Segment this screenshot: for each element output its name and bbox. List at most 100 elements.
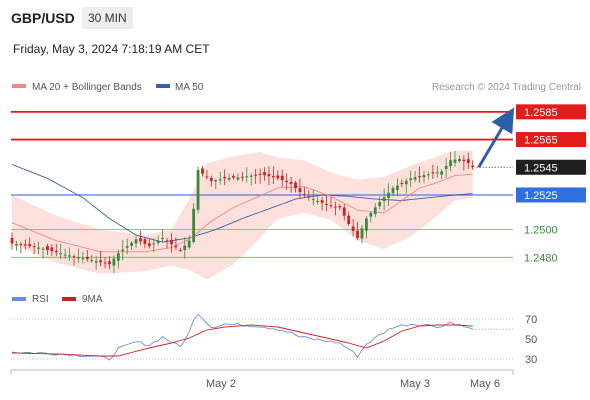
level-label-2585: 1.2585 <box>524 107 558 119</box>
level-label-2500: 1.2500 <box>524 225 558 237</box>
candle-body <box>400 183 404 185</box>
legend-rsi-label: RSI <box>32 294 49 305</box>
candle <box>143 237 147 249</box>
rsi-panel: 70 50 30 <box>11 313 537 366</box>
candle-body <box>263 172 266 176</box>
candle <box>267 166 271 186</box>
candle <box>311 189 315 206</box>
candle <box>236 173 240 182</box>
symbol-title: GBP/USD <box>11 10 75 26</box>
candle <box>23 239 27 250</box>
x-axis: May 2 May 3 May 6 <box>10 369 514 390</box>
candle-body <box>351 226 355 231</box>
candle <box>46 243 49 255</box>
candle-body <box>342 207 346 216</box>
candle-body <box>298 188 302 193</box>
candle-body <box>271 176 275 178</box>
candle <box>302 187 306 198</box>
candle <box>125 238 129 255</box>
level-label-2480: 1.2480 <box>524 252 558 264</box>
candle <box>183 237 187 259</box>
candle <box>325 194 328 212</box>
candle-body <box>187 240 191 248</box>
candle-body <box>41 248 45 250</box>
candle <box>218 171 222 185</box>
candle-body <box>387 192 390 198</box>
candle-body <box>192 208 196 242</box>
candle <box>81 251 85 264</box>
candle-body <box>112 258 116 266</box>
candle-body <box>125 246 129 248</box>
candle-body <box>170 239 173 245</box>
candle-body <box>77 257 80 259</box>
candle-body <box>249 175 253 177</box>
candle-body <box>37 247 40 249</box>
x-tick-may-2: May 2 <box>206 378 236 390</box>
candle <box>369 211 373 223</box>
candle <box>161 229 165 243</box>
candle <box>178 247 182 252</box>
candle-body <box>325 203 328 205</box>
candle <box>121 240 125 261</box>
candle-body <box>99 260 102 263</box>
rsi-tick-30: 30 <box>525 354 537 366</box>
candle-body <box>285 180 289 183</box>
candle-body <box>245 176 249 178</box>
candle <box>214 178 218 190</box>
candle <box>280 169 284 187</box>
candle-body <box>54 250 58 253</box>
candle-body <box>347 215 351 225</box>
legend-ma20-label: MA 20 + Bollinger Bands <box>32 82 142 93</box>
candle <box>294 180 297 193</box>
timeframe-badge[interactable]: 30 MIN <box>82 7 133 29</box>
candle <box>156 235 160 246</box>
candle-body <box>23 244 27 246</box>
candle <box>201 165 204 177</box>
candle <box>68 247 71 261</box>
candle-body <box>404 180 408 185</box>
candle <box>205 169 209 180</box>
candle-body <box>462 159 466 162</box>
candle <box>378 196 382 210</box>
candle-body <box>205 176 209 178</box>
candle-body <box>378 201 382 207</box>
candle-body <box>466 159 470 164</box>
candle-body <box>85 256 89 260</box>
candle-body <box>139 238 142 242</box>
candle <box>409 170 413 188</box>
candle <box>72 254 76 266</box>
candle <box>431 164 435 180</box>
candle <box>418 166 421 183</box>
candle <box>453 150 457 167</box>
candle <box>333 201 337 216</box>
candle <box>458 155 461 163</box>
candle-body <box>227 177 231 180</box>
candle <box>342 204 346 221</box>
candle-body <box>59 253 63 255</box>
candle-body <box>289 182 293 184</box>
legend-ma50-swatch <box>156 84 170 88</box>
candle-body <box>63 254 67 256</box>
candle-body <box>121 249 125 252</box>
candle-body <box>329 205 333 207</box>
bollinger-band <box>12 150 473 280</box>
candle-body <box>68 255 71 257</box>
candle-body <box>471 165 475 168</box>
candle-body <box>218 179 222 181</box>
candle <box>347 211 351 226</box>
candle <box>338 204 342 211</box>
level-label-2565: 1.2565 <box>524 135 558 147</box>
candle <box>223 169 227 186</box>
candle <box>365 216 368 239</box>
candle <box>387 183 390 206</box>
candle-body <box>396 185 399 191</box>
candle-body <box>116 253 120 261</box>
candle <box>466 152 470 169</box>
rsi-tick-70: 70 <box>525 314 537 326</box>
rsi-tick-50: 50 <box>525 334 537 346</box>
candle-body <box>258 173 262 175</box>
candle <box>94 256 98 270</box>
candle <box>59 243 63 260</box>
candle-body <box>28 243 32 247</box>
